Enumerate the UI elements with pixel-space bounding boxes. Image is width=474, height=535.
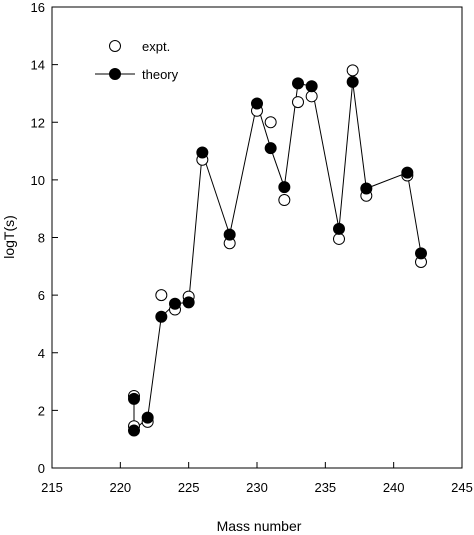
theory-point xyxy=(155,310,168,323)
theory-point xyxy=(141,411,154,424)
y-tick-label: 12 xyxy=(31,115,45,130)
theory-point xyxy=(360,182,373,195)
expt-point xyxy=(264,116,277,129)
y-tick-label: 10 xyxy=(31,173,45,188)
theory-point xyxy=(196,146,209,159)
theory-point xyxy=(182,296,195,309)
theory-point xyxy=(169,297,181,310)
y-tick-label: 8 xyxy=(38,231,45,246)
theory-line xyxy=(133,81,422,432)
theory-point xyxy=(305,80,318,93)
theory-point xyxy=(278,181,291,194)
expt-point xyxy=(292,96,304,109)
theory-point xyxy=(346,75,359,88)
theory-point xyxy=(223,228,236,241)
theory-point xyxy=(128,392,140,405)
x-axis-label: Mass number xyxy=(217,518,302,534)
theory-point xyxy=(401,166,414,179)
y-tick-label: 2 xyxy=(38,403,45,418)
x-tick-label: 230 xyxy=(246,480,268,495)
x-tick-label: 225 xyxy=(178,480,200,495)
x-tick-label: 245 xyxy=(451,480,473,495)
expt-point xyxy=(278,194,291,207)
data-markers xyxy=(128,64,427,437)
legend: expt. theory xyxy=(95,39,179,82)
theory-point xyxy=(128,424,140,437)
legend-expt-label: expt. xyxy=(142,39,170,54)
expt-point xyxy=(333,232,345,245)
axis-ticks xyxy=(51,6,463,469)
y-tick-label: 16 xyxy=(31,0,45,15)
legend-theory-label: theory xyxy=(142,67,179,82)
expt-point xyxy=(155,289,168,302)
y-tick-label: 6 xyxy=(38,288,45,303)
legend-expt-marker xyxy=(109,40,121,52)
tick-labels: 215 220 225 230 235 240 245 0 2 4 6 8 10 12 14 16 xyxy=(31,0,473,495)
theory-point xyxy=(264,142,277,155)
expt-point xyxy=(305,90,318,103)
theory-point xyxy=(415,247,427,260)
expt-point xyxy=(346,64,359,77)
x-tick-label: 220 xyxy=(109,480,131,495)
x-tick-label: 240 xyxy=(383,480,405,495)
theory-series-line xyxy=(133,81,422,432)
x-tick-label: 215 xyxy=(41,480,63,495)
y-axis-label: logT(s) xyxy=(1,215,17,259)
theory-point xyxy=(251,97,263,110)
y-tick-label: 14 xyxy=(31,58,45,73)
theory-point xyxy=(292,77,304,90)
x-tick-label: 235 xyxy=(314,480,336,495)
y-tick-label: 0 xyxy=(38,461,45,476)
legend-theory-marker xyxy=(109,68,121,80)
y-tick-label: 4 xyxy=(38,346,45,361)
theory-point xyxy=(333,222,345,235)
